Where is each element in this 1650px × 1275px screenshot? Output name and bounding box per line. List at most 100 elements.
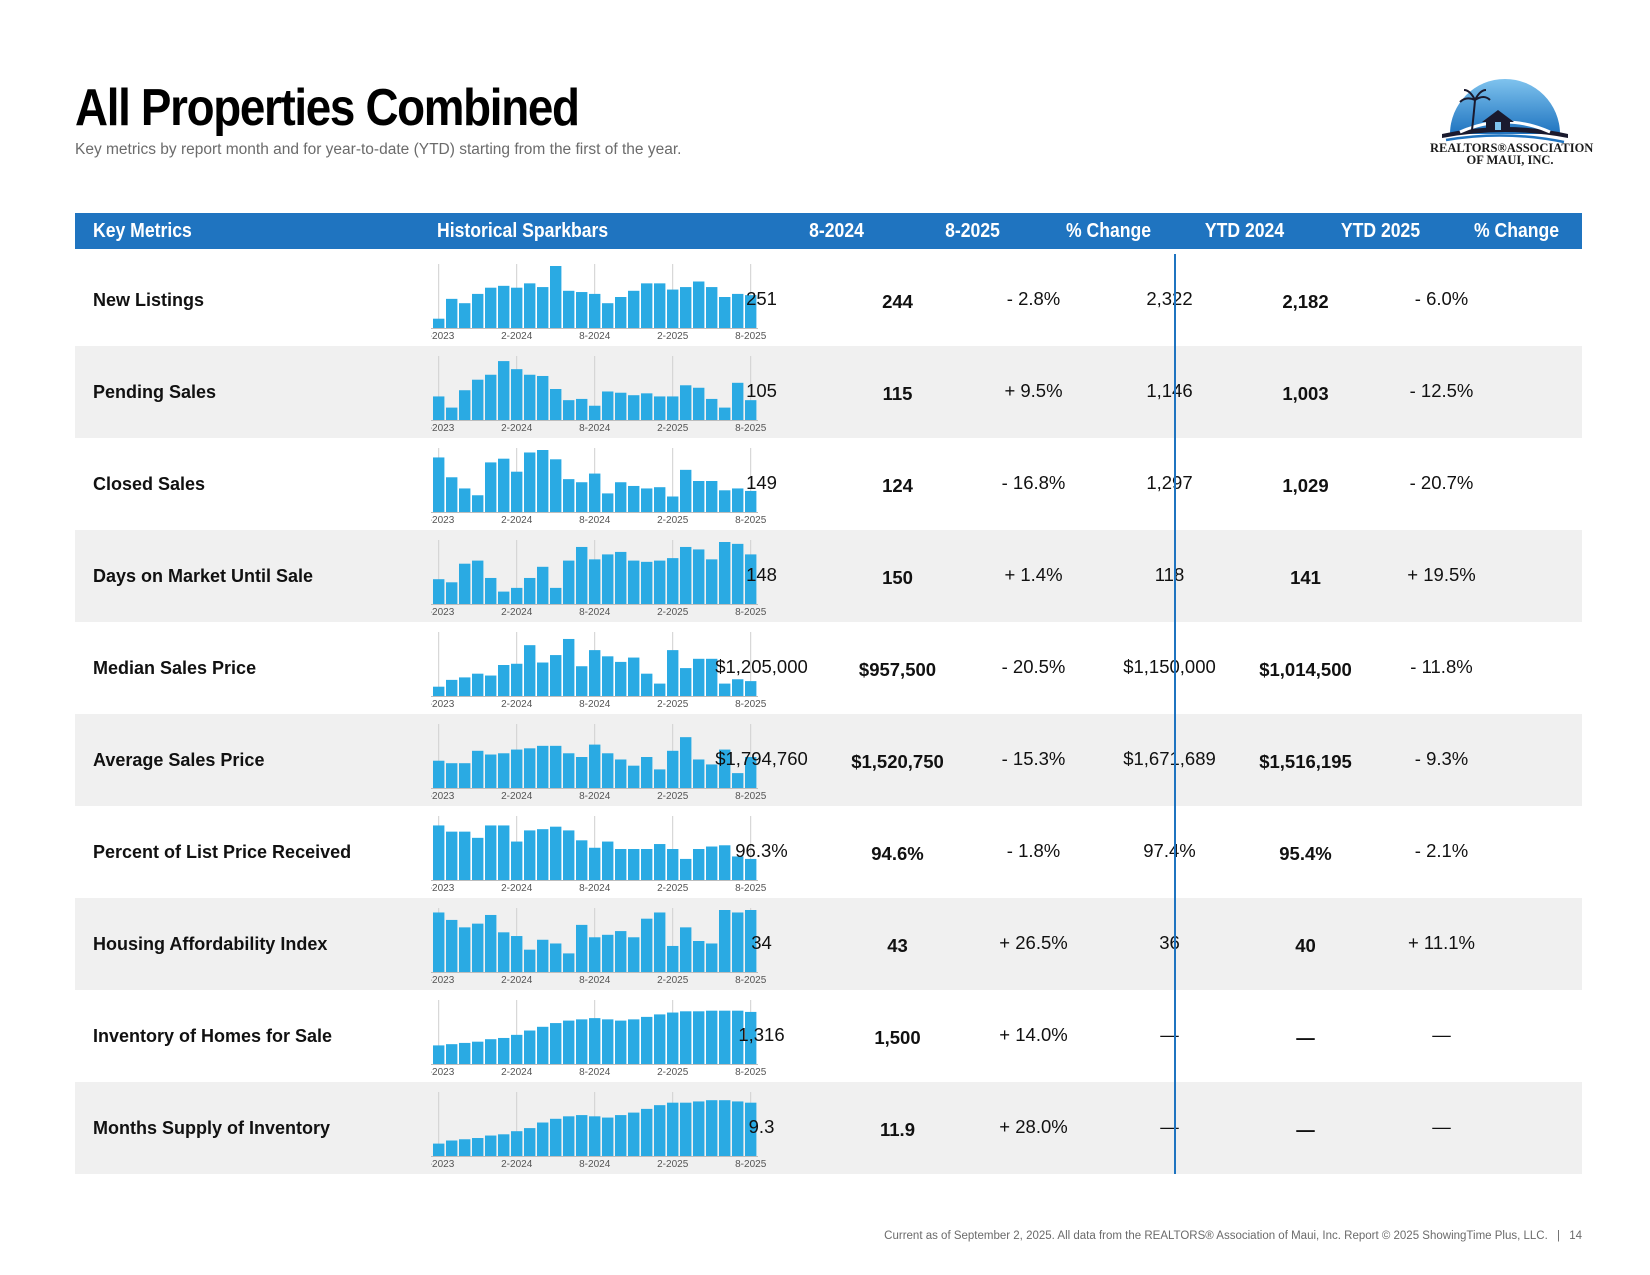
- sparkbar-tick-label: 8-2025: [735, 331, 767, 340]
- sparkbar-bar: [524, 949, 536, 972]
- sparkbar-bar: [550, 266, 562, 328]
- sparkbar-bar: [615, 551, 627, 604]
- sparkbar-bar: [576, 398, 588, 420]
- sparkbar-bar: [433, 457, 445, 512]
- value-ytd-2024: 118: [1154, 564, 1185, 585]
- sparkbar-bar: [550, 459, 562, 512]
- sparkbar-bar: [576, 1019, 588, 1064]
- sparkbar-bar: [498, 285, 510, 328]
- sparkbar-bar: [667, 849, 679, 880]
- sparkbar-bar: [654, 1014, 666, 1064]
- sparkbar-tick-label: 8-2023: [431, 975, 455, 984]
- sparkbar-bar: [615, 482, 627, 512]
- sparkbar-bar: [511, 287, 523, 328]
- value-ytd-2025: $1,014,500: [1259, 659, 1352, 680]
- sparkbar-chart: 8-2023 2-2024 8-2024 2-2025 8-2025: [431, 724, 767, 800]
- sparkbar-tick-label: 2-2025: [657, 1067, 689, 1076]
- value-8-2025: 244: [882, 291, 913, 312]
- sparkbar-bar: [446, 1140, 458, 1156]
- page-title: All Properties Combined: [75, 79, 580, 137]
- sparkbar-bar: [446, 582, 458, 604]
- sparkbar-bar: [667, 496, 679, 512]
- sparkbar-bar: [576, 1115, 588, 1156]
- sparkbar-bar: [706, 1010, 718, 1064]
- sparkbar-bar: [602, 656, 614, 696]
- value-ytd-2025: —: [1296, 1119, 1315, 1140]
- sparkbar-bar: [641, 918, 653, 972]
- sparkbar-bar: [446, 1044, 458, 1064]
- sparkbar-bar: [628, 560, 640, 604]
- table-row: Median Sales Price 8-2023 2-2024 8-2024 2-20…: [75, 622, 1582, 714]
- sparkbar-bar: [472, 750, 484, 788]
- sparkbar-bar: [641, 1108, 653, 1156]
- value-pct-change: - 16.8%: [1001, 472, 1066, 493]
- sparkbar-bar: [706, 559, 718, 604]
- sparkbar-bar: [589, 1018, 601, 1064]
- sparkbar-bar: [667, 650, 679, 696]
- sparkbar-tick-label: 8-2024: [579, 423, 611, 432]
- sparkbar-bar: [654, 487, 666, 512]
- value-ytd-2024: —: [1160, 1024, 1179, 1045]
- value-ytd-pct-change: - 9.3%: [1414, 748, 1469, 769]
- value-ytd-2025: $1,516,195: [1259, 751, 1352, 772]
- sparkbar-bar: [602, 493, 614, 512]
- sparkbar-bar: [511, 587, 523, 604]
- sparkbar-bar: [693, 387, 705, 420]
- sparkbar-bar: [550, 826, 562, 880]
- sparkbar-bar: [654, 683, 666, 696]
- sparkbar-tick-label: 8-2023: [431, 1159, 455, 1168]
- sparkbar-bar: [498, 665, 510, 696]
- sparkbar-bar: [745, 1011, 757, 1064]
- sparkbar-bar: [472, 379, 484, 420]
- sparkbar-tick-label: 8-2025: [735, 1159, 767, 1168]
- sparkbar-bar: [446, 477, 458, 512]
- value-ytd-2024: $1,671,689: [1123, 748, 1216, 769]
- sparkbar-bar: [706, 764, 718, 788]
- sparkbar-bar: [654, 844, 666, 880]
- value-ytd-pct-change: - 6.0%: [1414, 288, 1469, 309]
- value-ytd-2025: —: [1296, 1027, 1315, 1048]
- sparkbar-tick-label: 2-2025: [657, 975, 689, 984]
- sparkbar-tick-label: 2-2024: [501, 975, 533, 984]
- value-ytd-2024: $1,150,000: [1123, 656, 1216, 677]
- sparkbar-bar: [472, 673, 484, 696]
- sparkbar-bar: [511, 369, 523, 420]
- value-8-2025: 11.9: [880, 1119, 915, 1140]
- value-8-2024: 105: [746, 380, 777, 401]
- sparkbar-bar: [472, 495, 484, 512]
- sparkbar-bar: [563, 560, 575, 604]
- sparkbar-bar: [563, 753, 575, 788]
- sparkbar-chart: 8-2023 2-2024 8-2024 2-2025 8-2025: [431, 1000, 767, 1076]
- sparkbar-bar: [693, 1011, 705, 1064]
- sparkbar-bar: [511, 663, 523, 696]
- ytd-divider-line: [1174, 254, 1176, 1174]
- sparkbar-bar: [446, 763, 458, 788]
- sparkbar-bar: [732, 773, 744, 788]
- sparkbar-tick-label: 2-2025: [657, 791, 689, 800]
- value-ytd-pct-change: - 20.7%: [1409, 472, 1474, 493]
- sparkbar-bar: [693, 849, 705, 880]
- sparkbar-bar: [602, 753, 614, 788]
- table-row: Inventory of Homes for Sale8-20232-20248…: [75, 990, 1582, 1082]
- value-pct-change: + 14.0%: [999, 1024, 1068, 1045]
- sparkbar-bar: [667, 750, 679, 788]
- sparkbar-bar: [628, 765, 640, 788]
- realtors-association-logo: [1442, 79, 1568, 144]
- sparkbar-bar: [498, 753, 510, 788]
- sparkbar-bar: [641, 283, 653, 328]
- sparkbar-bar: [524, 645, 536, 696]
- sparkbar-bar: [693, 549, 705, 604]
- sparkbar-tick-label: 2-2025: [657, 515, 689, 524]
- sparkbar-bar: [693, 941, 705, 972]
- value-pct-change: - 1.8%: [1006, 840, 1061, 861]
- sparkbar-tick-label: 8-2024: [579, 975, 611, 984]
- sparkbar-bar: [472, 1041, 484, 1064]
- sparkbar-bar: [472, 293, 484, 328]
- sparkbar-chart: 8-2023 2-2024 8-2024 2-2025 8-2025: [431, 264, 767, 340]
- sparkbar-bar: [680, 469, 692, 512]
- sparkbar-bar: [680, 927, 692, 972]
- sparkbar-bar: [602, 841, 614, 880]
- value-ytd-pct-change: —: [1432, 1116, 1451, 1137]
- table-row: New Listings8-20232-20248-20242-20258-20…: [75, 254, 1582, 346]
- table-row: Average Sales Price 8-2023 2-2024 8-2024 2-2…: [75, 714, 1582, 806]
